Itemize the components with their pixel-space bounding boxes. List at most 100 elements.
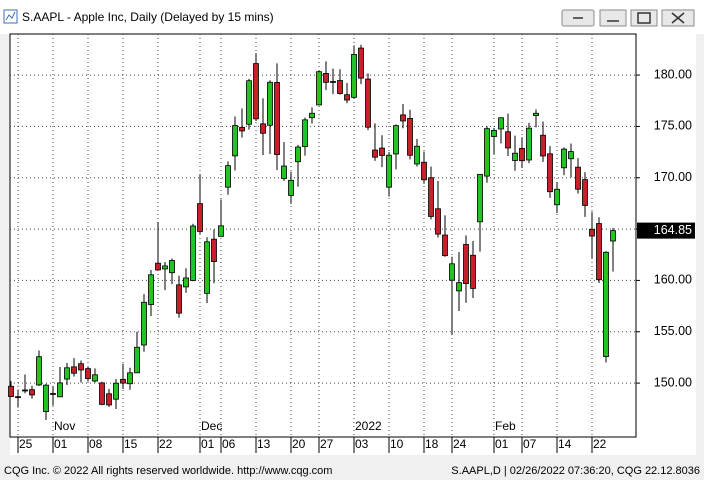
footer-left: CQG Inc. © 2022 All rights reserved worl…	[4, 465, 332, 477]
candle-body	[603, 251, 609, 358]
x-tick-label: 13	[257, 437, 271, 451]
candle-body	[435, 208, 441, 235]
candle-body	[610, 230, 616, 242]
candle-body	[351, 54, 357, 98]
candle-body	[358, 47, 364, 79]
candle-body	[211, 238, 217, 262]
app-icon-glyph	[5, 11, 16, 21]
x-tick-label: 15	[124, 437, 138, 451]
candle-body	[281, 165, 287, 179]
candle-body	[22, 389, 28, 392]
candle-body	[50, 393, 56, 395]
candle-body	[463, 244, 469, 285]
candle-body	[596, 223, 602, 281]
candle-body	[260, 123, 266, 134]
candle-body	[197, 203, 203, 232]
candle-body	[267, 81, 273, 126]
period-label: Feb	[495, 419, 516, 433]
candle-body	[288, 179, 294, 196]
candle-body	[589, 228, 595, 237]
candle-body	[57, 382, 63, 398]
candle-body	[337, 80, 343, 94]
candle-body	[372, 149, 378, 158]
x-tick-label: 24	[453, 437, 467, 451]
period-label: Dec	[201, 419, 222, 433]
x-tick-label: 22	[159, 437, 173, 451]
y-tick-label: 180.00	[654, 67, 692, 81]
candle-body	[540, 134, 546, 157]
candle-body	[218, 225, 224, 237]
window-title: S.AAPL - Apple Inc, Daily (Delayed by 15…	[22, 10, 274, 24]
candle-body	[442, 234, 448, 257]
y-tick-label: 150.00	[654, 375, 692, 389]
last-price-label: 164.85	[654, 223, 692, 237]
candle-body	[498, 117, 504, 130]
x-tick-label: 01	[201, 437, 215, 451]
candle-body	[232, 125, 238, 157]
candle-body	[344, 94, 350, 101]
candle-body	[15, 396, 21, 399]
candle-body	[428, 177, 434, 217]
candle-body	[512, 152, 518, 161]
candle-body	[309, 112, 315, 119]
candle-body	[449, 263, 455, 281]
y-tick-label: 155.00	[654, 324, 692, 338]
y-tick-label: 175.00	[654, 119, 692, 133]
x-tick-label: 22	[593, 437, 607, 451]
candle-body	[106, 393, 112, 406]
plot-border	[9, 33, 637, 438]
candle-body	[554, 188, 560, 206]
candle-body	[29, 389, 35, 396]
candle-body	[526, 127, 532, 161]
candle-body	[316, 71, 322, 106]
button-glyphs	[573, 12, 685, 24]
footer-right: S.AAPL,D | 02/26/2022 07:36:20, CQG 22.1…	[451, 465, 700, 477]
candle-body	[533, 112, 539, 117]
candle-body	[393, 125, 399, 155]
x-tick-label: 27	[320, 437, 334, 451]
candle-body	[8, 385, 14, 397]
period-label: Nov	[54, 419, 75, 433]
candle-body	[414, 145, 420, 165]
candle-body	[582, 179, 588, 206]
candle-body	[36, 356, 42, 386]
candle-body	[78, 363, 84, 371]
period-label: 2022	[355, 419, 382, 433]
candle-body	[295, 146, 301, 163]
x-tick-label: 20	[292, 437, 306, 451]
candle-body	[386, 154, 392, 188]
candle-body	[204, 241, 210, 294]
candle-body	[365, 78, 371, 128]
candle-body	[85, 368, 91, 379]
candle-body	[127, 372, 133, 385]
candle-body	[323, 73, 329, 83]
candle-body	[547, 153, 553, 193]
candle-body	[71, 366, 77, 374]
candle-body	[421, 161, 427, 181]
candle-body	[568, 151, 574, 160]
candle-body	[477, 173, 483, 223]
candle-body	[519, 147, 525, 162]
candle-body	[470, 254, 476, 289]
candle-body	[176, 284, 182, 314]
candle-body	[99, 382, 105, 405]
candle-body	[162, 265, 168, 270]
candle-body	[113, 382, 119, 400]
x-tick-label: 14	[558, 437, 572, 451]
x-tick-label: 01	[54, 437, 68, 451]
candle-body	[246, 80, 252, 125]
candle-body	[169, 260, 175, 274]
candle-body	[120, 378, 126, 384]
candle-body	[190, 225, 196, 281]
y-tick-label: 160.00	[654, 273, 692, 287]
candle-body	[183, 277, 189, 288]
candle-body	[491, 130, 497, 137]
candle-body	[239, 126, 245, 132]
candle-body	[505, 131, 511, 149]
candle-body	[379, 147, 385, 156]
x-tick-label: 03	[355, 437, 369, 451]
minimize-button[interactable]	[599, 9, 627, 27]
x-tick-label: 01	[495, 437, 509, 451]
